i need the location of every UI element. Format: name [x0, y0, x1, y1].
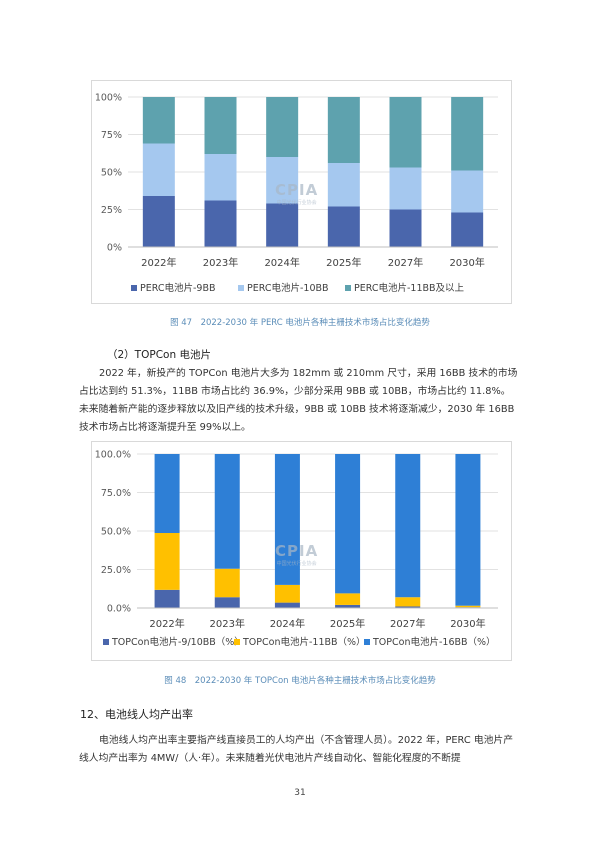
bar-segment [327, 206, 360, 247]
bar-segment [204, 200, 237, 247]
legend-label: TOPCon电池片-16BB（%） [372, 636, 496, 648]
bar-segment [142, 143, 175, 196]
section-12-heading: 12、电池线人均产出率 [80, 708, 193, 721]
bar-segment [395, 597, 421, 607]
legend-swatch [238, 285, 244, 291]
perc-busbar-chart: 0% 25% 50% 75% 100% 2022年 2023年 2024年 2025年 2027年… [91, 80, 512, 304]
x-tick-label: 2025年 [330, 617, 365, 630]
y-tick-label: 75% [101, 130, 122, 141]
legend-swatch [103, 639, 109, 645]
cpia-watermark: CPIA 中国光伏行业协会 [275, 181, 318, 206]
legend-label: PERC电池片-9BB [140, 282, 216, 294]
bar-segment [266, 203, 299, 247]
y-tick-label: 50.0% [101, 527, 131, 538]
bar-segment [451, 212, 484, 247]
legend-label: TOPCon电池片-11BB（%） [242, 636, 366, 648]
bar-segment [266, 97, 299, 157]
bar-segment [327, 97, 360, 163]
y-tick-label: 0% [107, 243, 122, 254]
bar-segment [455, 454, 481, 606]
bar-segment [395, 454, 421, 598]
y-tick-label: 25.0% [101, 565, 131, 576]
bar-segment [451, 170, 484, 213]
bar-segment [214, 597, 240, 608]
x-tick-label: 2023年 [210, 617, 245, 630]
legend-label: PERC电池片-10BB [247, 282, 329, 294]
bar-segment [142, 196, 175, 247]
bar-segment [154, 589, 180, 608]
watermark-mark: CPIA [275, 181, 319, 199]
bar-segment [389, 97, 422, 168]
y-tick-label: 75.0% [101, 488, 131, 499]
legend-swatch [345, 285, 351, 291]
bar-segment [455, 605, 481, 608]
x-tick-label: 2030年 [450, 617, 485, 630]
watermark-sub-2: 中国光伏行业协会 [276, 561, 317, 567]
bar-segment [451, 97, 484, 171]
perc-chart-svg: 0% 25% 50% 75% 100% 2022年 2023年 2024年 2025年 2027年… [95, 93, 498, 294]
x-tick-label: 2027年 [388, 256, 423, 269]
x-tick-label: 2024年 [270, 617, 305, 630]
x-tick-label: 2022年 [149, 617, 184, 630]
x-tick-label: 2024年 [264, 256, 299, 269]
topcon-chart-svg: 0.0% 25.0% 50.0% 75.0% 100.0% 2022年 2023年 2024年… [95, 450, 498, 648]
legend-label: PERC电池片-11BB及以上 [354, 282, 465, 294]
bar-segment [266, 157, 299, 204]
x-tick-label: 2025年 [326, 256, 361, 269]
bar-segment [327, 163, 360, 207]
bar-segment [274, 584, 300, 603]
topcon-busbar-chart: 0.0% 25.0% 50.0% 75.0% 100.0% 2022年 2023年 2024年… [91, 441, 512, 661]
y-tick-label: 100% [95, 93, 122, 104]
x-tick-label: 2022年 [141, 256, 176, 269]
bar-segment [335, 593, 361, 605]
bar-segment [154, 454, 180, 534]
cpia-watermark-2: CPIA 中国光伏行业协会 [275, 542, 318, 567]
section-12-paragraph: 电池线人均产出率主要指产线直接员工的人均产出（不含管理人员）。2022 年，PE… [79, 732, 520, 768]
legend-label: TOPCon电池片-9/10BB（%） [111, 636, 244, 648]
bar-segment [214, 568, 240, 598]
legend-swatch [234, 639, 240, 645]
x-tick-label: 2030年 [449, 256, 484, 269]
section-topcon-paragraph: 2022 年，新投产的 TOPCon 电池片大多为 182mm 或 210mm … [79, 365, 520, 437]
bar-segment [274, 602, 300, 608]
bar-segment [204, 154, 237, 201]
bar-segment [389, 209, 422, 247]
bar-segment [142, 97, 175, 144]
section-12-paragraph-text: 电池线人均产出率主要指产线直接员工的人均产出（不含管理人员）。2022 年，PE… [79, 735, 514, 764]
y-tick-label: 50% [101, 168, 122, 179]
bar-segment [204, 97, 237, 154]
bar-segment [154, 533, 180, 590]
figure-47-caption: 图 47 2022-2030 年 PERC 电池片各种主栅技术市场占比变化趋势 [170, 318, 430, 328]
y-tick-label: 100.0% [95, 450, 131, 461]
bar-segment [274, 454, 300, 585]
watermark-mark-2: CPIA [275, 542, 319, 560]
bar-segment [335, 604, 361, 608]
section-topcon-heading: （2）TOPCon 电池片 [107, 349, 211, 361]
bar-segment [395, 606, 421, 608]
topcon-paragraph-text: 2022 年，新投产的 TOPCon 电池片大多为 182mm 或 210mm … [79, 368, 518, 433]
page-number: 31 [294, 788, 306, 798]
figure-48-caption: 图 48 2022-2030 年 TOPCon 电池片各种主栅技术市场占比变化趋… [164, 676, 436, 686]
y-tick-label: 0.0% [107, 604, 131, 615]
bar-segment [214, 454, 240, 569]
x-tick-label: 2027年 [390, 617, 425, 630]
bar-segment [335, 454, 361, 594]
watermark-sub: 中国光伏行业协会 [276, 200, 317, 206]
y-tick-label: 25% [101, 205, 122, 216]
legend-swatch [131, 285, 137, 291]
x-tick-label: 2023年 [203, 256, 238, 269]
legend-swatch [364, 639, 370, 645]
bar-segment [389, 167, 422, 210]
